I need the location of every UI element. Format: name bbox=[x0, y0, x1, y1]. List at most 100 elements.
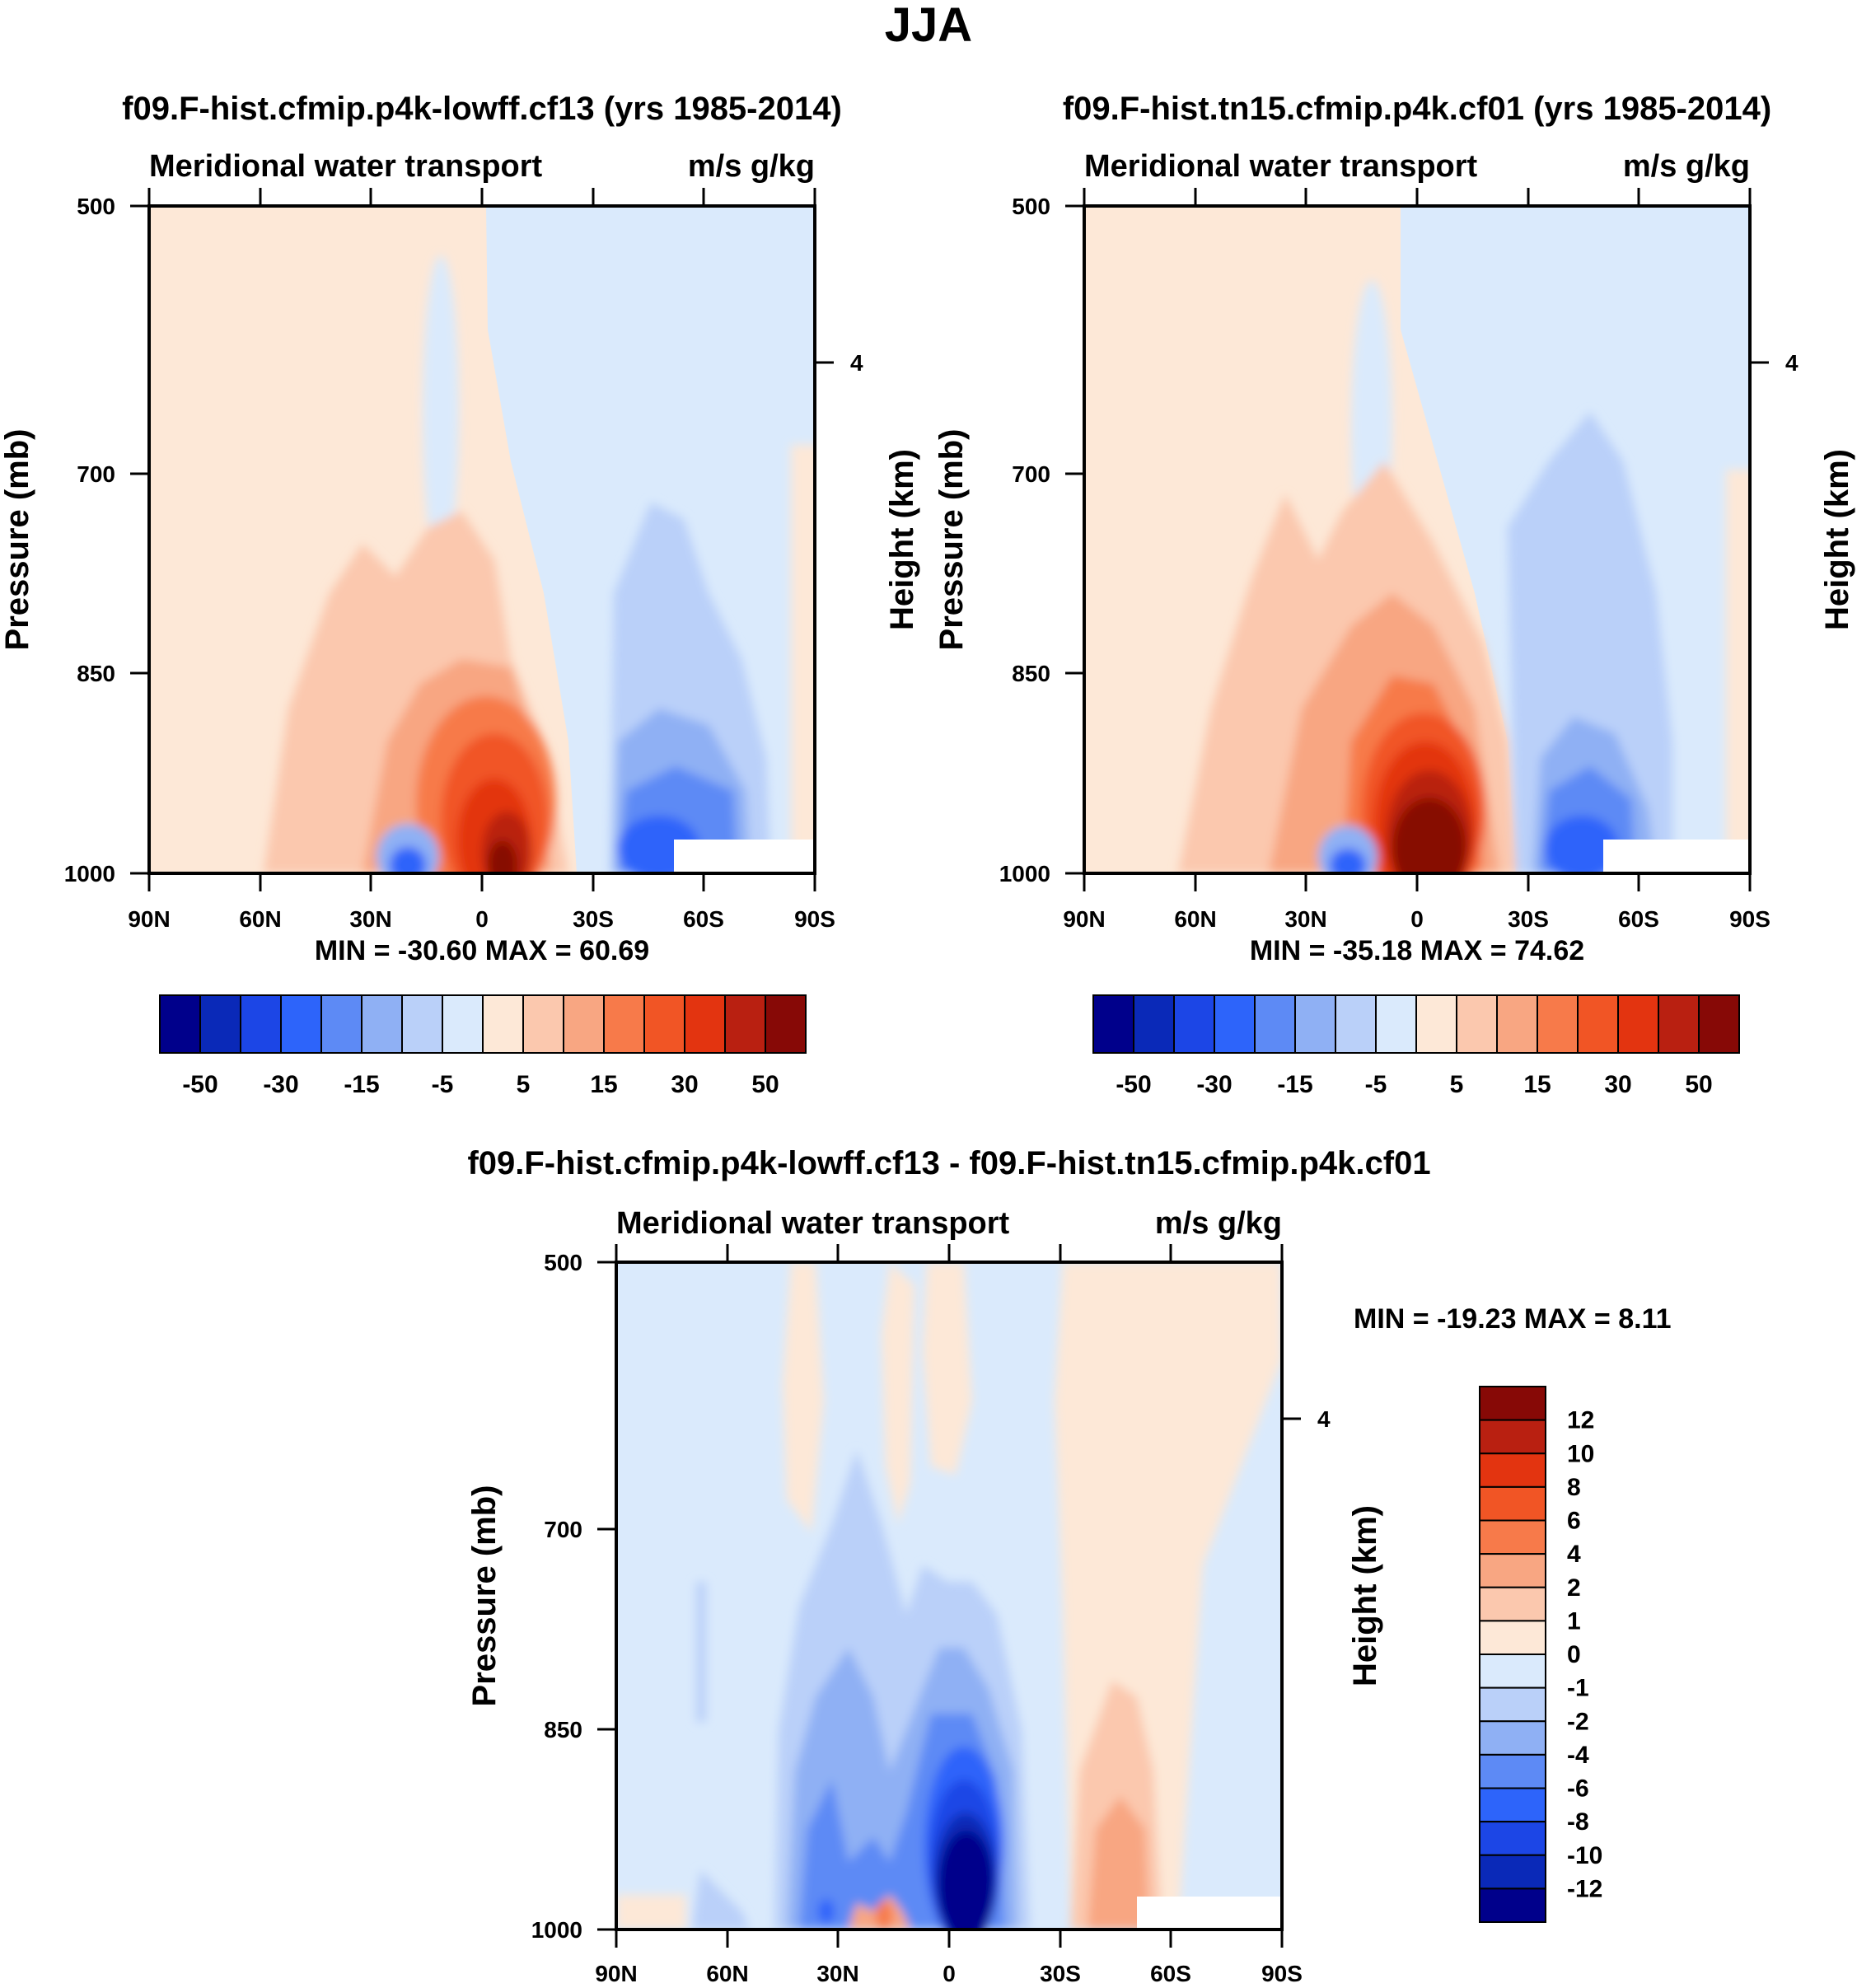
y-tick-700: 700 bbox=[1012, 461, 1050, 487]
colorbar-label: 30 bbox=[671, 1071, 698, 1098]
colorbar-swatch bbox=[1375, 994, 1417, 1054]
x-tick: 30N bbox=[816, 1961, 858, 1986]
colorbar-label: -1 bbox=[1567, 1675, 1589, 1702]
colorbar-label: 2 bbox=[1567, 1574, 1581, 1602]
min-max-stats: MIN = -19.23 MAX = 8.11 bbox=[1354, 1303, 1672, 1335]
colorbar-label: -50 bbox=[1116, 1071, 1151, 1098]
colorbar-swatch bbox=[199, 994, 241, 1054]
y-axis-label: Pressure (mb) bbox=[0, 429, 35, 651]
colorbar-label: -30 bbox=[263, 1071, 298, 1098]
x-tick: 0 bbox=[943, 1961, 956, 1986]
y-tick-500: 500 bbox=[77, 194, 115, 219]
colorbar-swatch bbox=[1479, 1485, 1546, 1522]
colorbar-label: 4 bbox=[1567, 1541, 1581, 1568]
contour-field bbox=[149, 206, 815, 873]
units-label: m/s g/kg bbox=[1155, 1206, 1282, 1241]
colorbar-swatch bbox=[563, 994, 605, 1054]
colorbar-label: -2 bbox=[1567, 1708, 1589, 1735]
x-tick: 30S bbox=[573, 906, 614, 932]
x-tick: 30S bbox=[1040, 1961, 1081, 1986]
colorbar-label: -12 bbox=[1567, 1875, 1602, 1902]
colorbar-label: 50 bbox=[751, 1071, 779, 1098]
colorbar-swatch bbox=[1658, 994, 1700, 1054]
colorbar-label: 10 bbox=[1567, 1440, 1594, 1467]
x-tick: 60S bbox=[1618, 906, 1659, 932]
y2-axis-label: Height (km) bbox=[1819, 449, 1855, 630]
colorbar-swatch bbox=[724, 994, 766, 1054]
colorbar-swatch bbox=[1479, 1854, 1546, 1890]
colorbar-swatch bbox=[1133, 994, 1175, 1054]
panel-title: f09.F-hist.cfmip.p4k-lowff.cf13 (yrs 198… bbox=[122, 91, 842, 127]
colorbar-label: -5 bbox=[1365, 1071, 1387, 1098]
y-tick-1000: 1000 bbox=[999, 861, 1050, 886]
colorbar-label: -50 bbox=[182, 1071, 218, 1098]
colorbar-swatch bbox=[1456, 994, 1498, 1054]
colorbar-swatch bbox=[401, 994, 443, 1054]
colorbar-swatch bbox=[1479, 1586, 1546, 1622]
y2-axis-label: Height (km) bbox=[884, 449, 920, 630]
colorbar-swatch bbox=[1577, 994, 1619, 1054]
colorbar-label: 1 bbox=[1567, 1607, 1581, 1635]
x-tick: 60S bbox=[683, 906, 724, 932]
colorbar-swatch bbox=[1617, 994, 1659, 1054]
units-label: m/s g/kg bbox=[688, 149, 815, 184]
page-title: JJA bbox=[885, 0, 972, 52]
y-tick-1000: 1000 bbox=[64, 861, 115, 886]
y2-tick-4: 4 bbox=[850, 350, 863, 376]
y-tick-labels: 500 700 850 1000 bbox=[64, 194, 115, 886]
x-tick: 60N bbox=[1174, 906, 1216, 932]
colorbar-label: 15 bbox=[590, 1071, 617, 1098]
colorbar-swatch bbox=[684, 994, 726, 1054]
colorbar-swatch bbox=[1479, 1654, 1546, 1689]
colorbar-label: -4 bbox=[1567, 1742, 1589, 1769]
colorbar-label: -10 bbox=[1567, 1842, 1602, 1869]
colorbar-swatch bbox=[1537, 994, 1579, 1054]
colorbar-swatch bbox=[1214, 994, 1256, 1054]
colorbar-swatch bbox=[1479, 1553, 1546, 1588]
colorbar-swatch bbox=[159, 994, 201, 1054]
colorbar-label: -30 bbox=[1196, 1071, 1232, 1098]
colorbar-label: -15 bbox=[1277, 1071, 1312, 1098]
colorbar-label: -8 bbox=[1567, 1808, 1589, 1836]
panel-left: f09.F-hist.cfmip.p4k-lowff.cf13 (yrs 198… bbox=[0, 91, 920, 1098]
colorbar-swatch bbox=[1496, 994, 1538, 1054]
y-tick-850: 850 bbox=[77, 661, 115, 686]
min-max-stats: MIN = -35.18 MAX = 74.62 bbox=[1250, 935, 1584, 966]
colorbar-label: 0 bbox=[1567, 1641, 1581, 1668]
colorbar-swatch bbox=[1479, 1419, 1546, 1455]
colorbar: -50 -30 -15 -5 5 15 30 50 bbox=[1092, 994, 1740, 1098]
y-tick-850: 850 bbox=[1012, 661, 1050, 686]
variable-label: Meridional water transport bbox=[149, 149, 543, 184]
colorbar-label: 12 bbox=[1567, 1407, 1594, 1434]
x-tick: 0 bbox=[475, 906, 489, 932]
y-axis-label: Pressure (mb) bbox=[466, 1485, 503, 1707]
x-tick: 60N bbox=[706, 1961, 748, 1986]
colorbar-label: 50 bbox=[1685, 1071, 1712, 1098]
colorbar-swatch bbox=[1479, 1821, 1546, 1856]
colorbar-label: 15 bbox=[1523, 1071, 1551, 1098]
x-tick: 60S bbox=[1150, 1961, 1191, 1986]
colorbar-swatch bbox=[361, 994, 403, 1054]
colorbar-label: -15 bbox=[344, 1071, 379, 1098]
variable-label: Meridional water transport bbox=[616, 1206, 1010, 1241]
colorbar-swatch bbox=[1479, 1887, 1546, 1923]
x-tick: 90N bbox=[128, 906, 170, 932]
colorbar-label: 5 bbox=[1450, 1071, 1464, 1098]
colorbar-swatch bbox=[1479, 1386, 1546, 1421]
colorbar-swatch bbox=[603, 994, 645, 1054]
panel-title: f09.F-hist.tn15.cfmip.p4k.cf01 (yrs 1985… bbox=[1063, 91, 1771, 127]
colorbar-swatch bbox=[1294, 994, 1336, 1054]
x-tick: 30N bbox=[1284, 906, 1326, 932]
colorbar-label: 8 bbox=[1567, 1474, 1581, 1501]
x-tick: 0 bbox=[1410, 906, 1424, 932]
colorbar-label: 30 bbox=[1604, 1071, 1631, 1098]
contour-field bbox=[1084, 206, 1750, 873]
colorbar-swatch bbox=[1335, 994, 1377, 1054]
colorbar-swatch bbox=[1479, 1686, 1546, 1723]
y-tick-1000: 1000 bbox=[531, 1917, 582, 1943]
y-tick-700: 700 bbox=[544, 1517, 582, 1542]
colorbar-swatch bbox=[1479, 1519, 1546, 1555]
y-tick-500: 500 bbox=[1012, 194, 1050, 219]
colorbar-label: 5 bbox=[517, 1071, 531, 1098]
